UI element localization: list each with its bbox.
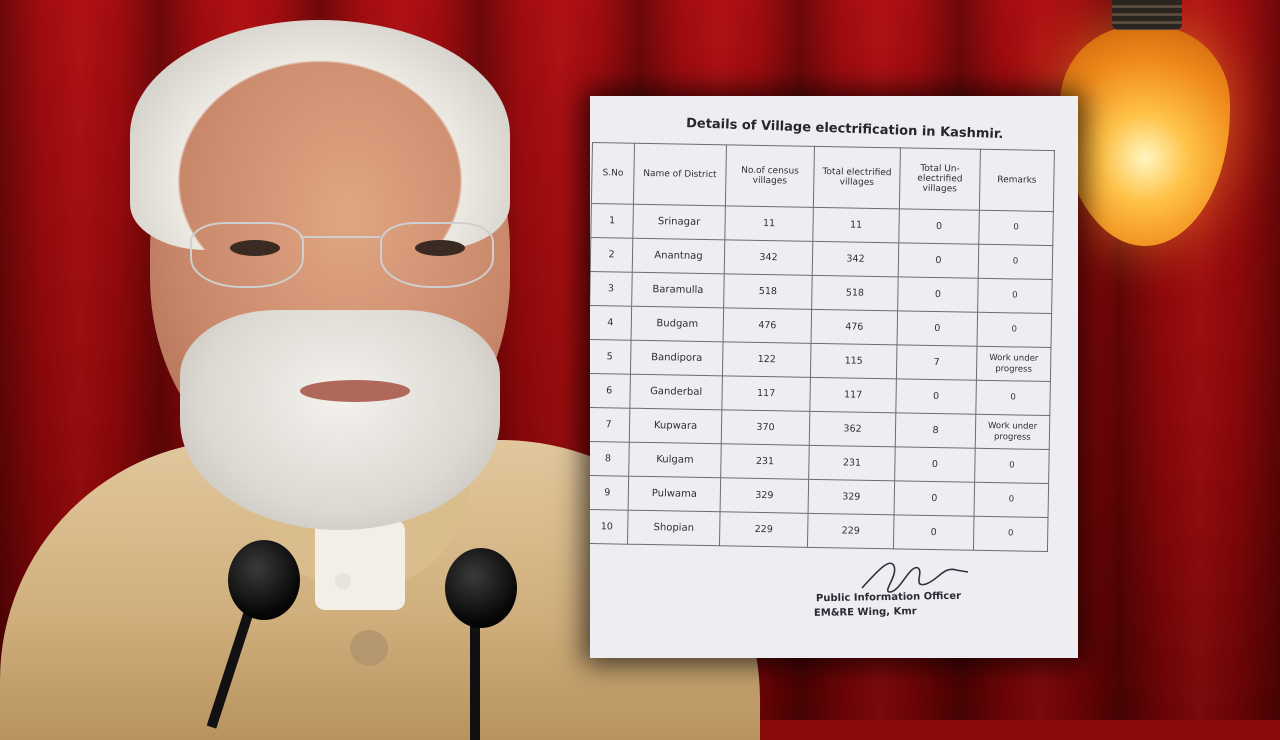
- shirt-button: [335, 573, 351, 589]
- district-name: Budgam: [631, 306, 724, 342]
- remarks: 0: [976, 312, 1052, 348]
- unelectrified-villages: 7: [896, 344, 977, 381]
- remarks: 0: [978, 210, 1054, 246]
- district-name: Baramulla: [631, 272, 725, 308]
- census-villages: 370: [721, 409, 810, 446]
- district-name: Kulgam: [628, 442, 722, 478]
- beard: [180, 310, 500, 530]
- unelectrified-villages: 0: [895, 378, 977, 415]
- district-name: Bandipora: [630, 340, 724, 376]
- remarks: 0: [975, 380, 1051, 416]
- serial-number: 1: [590, 203, 634, 239]
- unelectrified-villages: 0: [898, 208, 980, 245]
- column-header: Total Un-electrified villages: [899, 147, 981, 211]
- remarks: 0: [978, 244, 1053, 280]
- serial-number: 3: [590, 271, 633, 307]
- remarks: Work under progress: [976, 346, 1051, 382]
- electrified-villages: 476: [811, 309, 898, 345]
- light-bulb-icon: [1060, 26, 1230, 246]
- jacket-button: [350, 630, 388, 666]
- column-header: S.No: [591, 142, 635, 205]
- unelectrified-villages: 0: [893, 514, 975, 551]
- serial-number: 10: [590, 509, 629, 545]
- serial-number: 8: [590, 441, 630, 477]
- unelectrified-villages: 0: [898, 242, 979, 279]
- shirt: [315, 520, 405, 610]
- remarks: 0: [977, 278, 1053, 314]
- serial-number: 5: [590, 339, 632, 375]
- electrified-villages: 115: [810, 343, 898, 379]
- serial-number: 2: [590, 237, 633, 273]
- glasses-left-lens: [190, 222, 304, 288]
- column-header: Remarks: [979, 149, 1055, 212]
- remarks: Work under progress: [975, 414, 1050, 450]
- microphone-icon: [228, 540, 300, 620]
- district-name: Pulwama: [628, 476, 721, 512]
- census-villages: 231: [720, 443, 810, 480]
- microphone-icon: [445, 548, 517, 628]
- electrified-villages: 518: [811, 275, 899, 311]
- census-villages: 329: [720, 477, 809, 514]
- electrification-document: Details of Village electrification in Ka…: [590, 96, 1078, 658]
- column-header: No.of census villages: [725, 144, 815, 208]
- district-name: Ganderbal: [629, 374, 723, 410]
- census-villages: 229: [719, 511, 809, 548]
- column-header: Name of District: [633, 143, 727, 206]
- electrified-villages: 231: [808, 445, 896, 481]
- bulb-socket: [1112, 0, 1182, 30]
- mouth: [300, 380, 410, 402]
- electrified-villages: 362: [809, 411, 896, 447]
- table-row: 10 Shopian 229 229 0 0: [590, 509, 1049, 552]
- district-name: Anantnag: [632, 238, 725, 274]
- remarks: 0: [974, 448, 1050, 484]
- district-name: Shopian: [627, 510, 721, 546]
- document-title: Details of Village electrification in Ka…: [685, 116, 1004, 143]
- census-villages: 476: [723, 307, 812, 344]
- unelectrified-villages: 0: [897, 276, 979, 313]
- electrification-table: S.No Name of District No.of census villa…: [590, 142, 1055, 552]
- table-wrapper: S.No Name of District No.of census villa…: [590, 142, 1060, 552]
- district-name: Srinagar: [632, 204, 726, 240]
- electrified-villages: 117: [809, 377, 897, 413]
- column-header: Total electrified villages: [813, 146, 901, 209]
- electrified-villages: 229: [807, 513, 895, 549]
- census-villages: 117: [721, 375, 811, 412]
- electrified-villages: 329: [808, 479, 895, 515]
- remarks: 0: [974, 482, 1049, 518]
- census-villages: 11: [724, 205, 814, 242]
- portrait-photo: [0, 0, 760, 740]
- electrified-villages: 342: [812, 241, 899, 277]
- unelectrified-villages: 0: [894, 480, 975, 517]
- unelectrified-villages: 0: [894, 446, 976, 483]
- glasses-right-lens: [380, 222, 494, 288]
- census-villages: 342: [724, 239, 813, 276]
- handwritten-signature: [861, 562, 969, 593]
- table-header-row: S.No Name of District No.of census villa…: [591, 142, 1055, 212]
- district-name: Kupwara: [629, 408, 722, 444]
- hair: [130, 20, 510, 250]
- signatory-office: EM&RE Wing, Kmr: [813, 606, 917, 619]
- electrified-villages: 11: [812, 207, 900, 243]
- glasses-bridge: [300, 236, 380, 238]
- serial-number: 9: [590, 475, 629, 511]
- unelectrified-villages: 0: [897, 310, 978, 347]
- serial-number: 7: [590, 407, 630, 443]
- serial-number: 4: [590, 305, 632, 341]
- unelectrified-villages: 8: [895, 412, 976, 449]
- census-villages: 122: [722, 341, 812, 378]
- remarks: 0: [973, 516, 1049, 552]
- microphone-stem: [470, 620, 480, 740]
- census-villages: 518: [723, 273, 813, 310]
- signatory-title: Public Information Officer: [815, 590, 962, 605]
- serial-number: 6: [590, 373, 631, 409]
